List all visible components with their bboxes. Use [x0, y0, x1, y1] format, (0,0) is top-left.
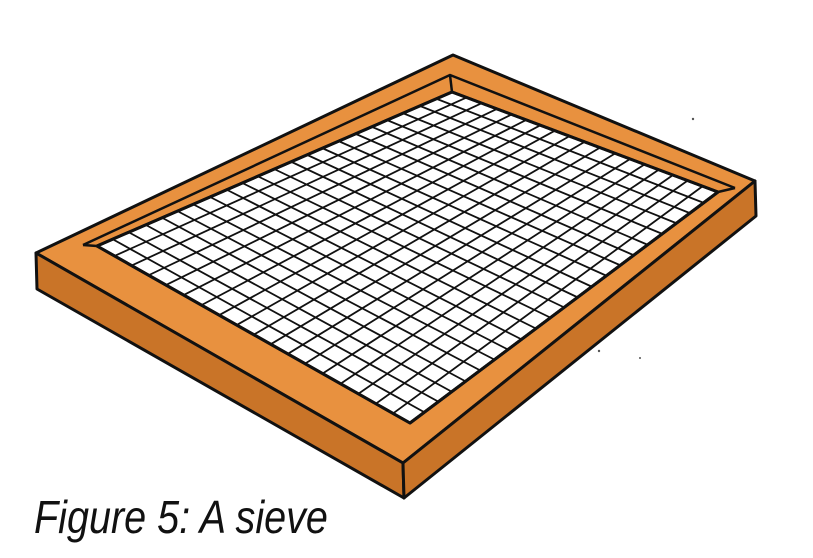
- sieve-frame-right-edge: [401, 179, 758, 500]
- mesh-wire: [200, 124, 542, 306]
- mesh-wire: [269, 146, 601, 346]
- mesh-wire: [286, 152, 617, 356]
- mesh-wire: [182, 118, 528, 297]
- mesh-wire: [321, 163, 646, 375]
- mesh-wire: [339, 168, 660, 385]
- mesh-wire: [392, 185, 704, 415]
- sieve-opening-border: [95, 90, 720, 425]
- paper-speck: [597, 349, 601, 353]
- paper-speck: [691, 117, 695, 121]
- mesh-wire: [147, 107, 499, 277]
- paper-speck: [639, 357, 641, 359]
- sieve-inner-rim-corner: [448, 74, 454, 93]
- sieve-mesh: [111, 96, 704, 415]
- mesh-wire: [113, 96, 468, 257]
- mesh-wire: [218, 129, 556, 316]
- sieve-inner-rim-left: [82, 243, 98, 248]
- mesh-wire: [164, 113, 514, 287]
- mesh-wire: [130, 102, 483, 267]
- mesh-wire: [375, 179, 689, 405]
- sieve-inner-rim-right: [717, 186, 736, 194]
- mesh-wire: [357, 174, 674, 395]
- mesh-wire: [236, 135, 570, 326]
- figure-caption: Figure 5: A sieve: [34, 491, 328, 543]
- mesh-wire: [253, 141, 586, 336]
- mesh-wire: [303, 157, 632, 365]
